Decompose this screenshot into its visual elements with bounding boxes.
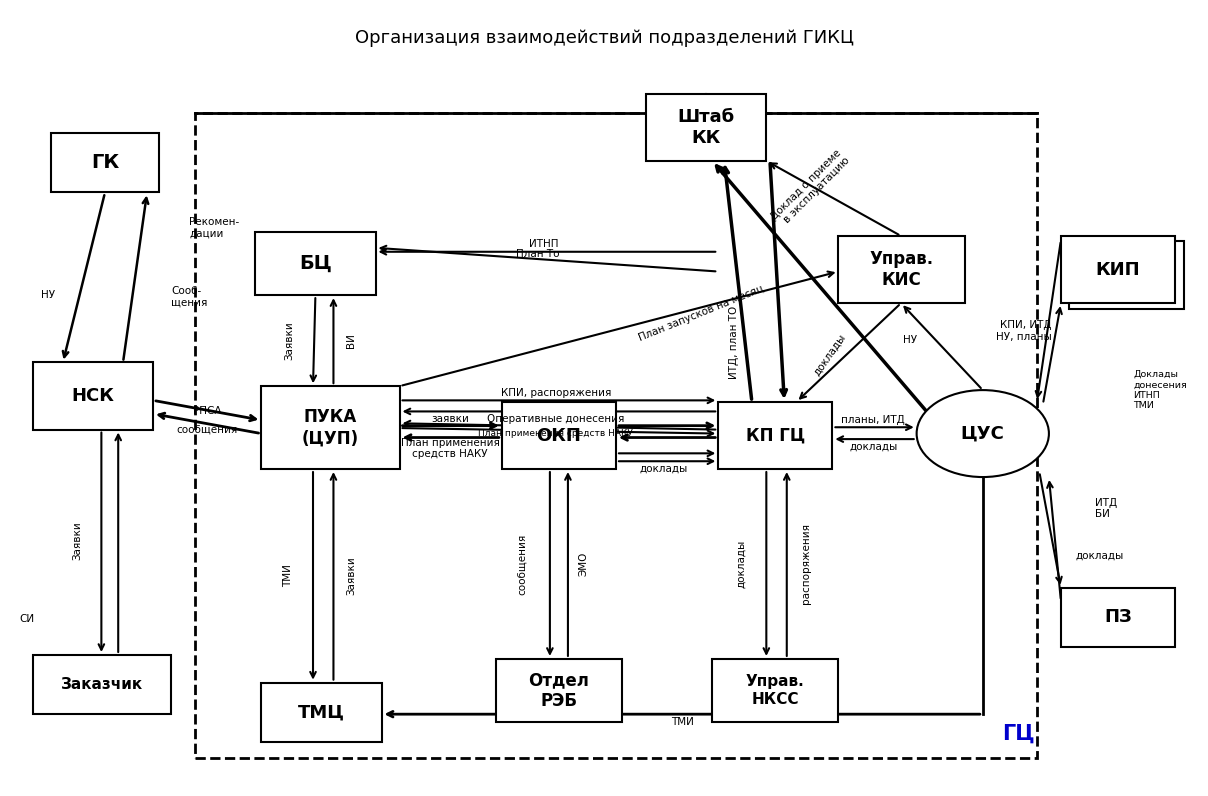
Bar xyxy=(1061,236,1175,303)
Bar xyxy=(713,659,838,722)
Text: ПЗ: ПЗ xyxy=(1104,608,1132,626)
Text: распоряжения: распоряжения xyxy=(801,524,811,604)
Text: Заявки: Заявки xyxy=(347,556,356,595)
Text: КПИ, ИТД
НУ, планы: КПИ, ИТД НУ, планы xyxy=(995,320,1051,341)
Bar xyxy=(501,402,616,469)
Bar xyxy=(495,659,622,722)
Text: доклады: доклады xyxy=(849,442,898,452)
Text: ТМИ: ТМИ xyxy=(670,717,693,727)
Text: НУ: НУ xyxy=(41,291,56,300)
Text: ОКП: ОКП xyxy=(536,427,581,444)
Text: сообщения: сообщения xyxy=(176,424,238,435)
Text: Доклады
донесения
ИТНП
ТМИ: Доклады донесения ИТНП ТМИ xyxy=(1133,370,1186,410)
Bar xyxy=(261,386,400,469)
Text: План То: План То xyxy=(516,249,559,259)
Text: ГК: ГК xyxy=(91,154,120,173)
Text: Организация взаимодействий подразделений ГИКЦ: Организация взаимодействий подразделений… xyxy=(354,29,854,47)
Text: Заявки: Заявки xyxy=(284,321,294,360)
Text: доклады: доклады xyxy=(1075,551,1123,561)
Text: ТМИ: ТМИ xyxy=(283,564,292,587)
Text: ГЦ: ГЦ xyxy=(1003,724,1035,744)
Text: доклады: доклады xyxy=(640,464,689,474)
Text: планы, ИТД: планы, ИТД xyxy=(842,416,905,425)
Text: Управ.
КИС: Управ. КИС xyxy=(870,250,934,289)
Text: КП ГЦ: КП ГЦ xyxy=(745,427,805,444)
Text: ИТД, план ТО: ИТД, план ТО xyxy=(728,306,739,379)
Bar xyxy=(1061,587,1175,647)
Text: ЦУС: ЦУС xyxy=(960,424,1005,443)
Bar xyxy=(1069,241,1184,309)
Bar xyxy=(255,232,376,295)
Bar xyxy=(33,655,172,714)
Bar xyxy=(838,236,965,303)
Text: РПСА: РПСА xyxy=(193,406,221,416)
Text: КПИ, распоряжения: КПИ, распоряжения xyxy=(500,388,611,398)
Text: ПУКА
(ЦУП): ПУКА (ЦУП) xyxy=(302,408,359,447)
Text: ИТНП: ИТНП xyxy=(529,239,558,249)
Bar xyxy=(51,133,159,193)
Text: ИТД
БИ: ИТД БИ xyxy=(1094,498,1116,520)
Text: Доклад о приеме
в эксплуатацию: Доклад о приеме в эксплуатацию xyxy=(769,147,852,230)
Bar xyxy=(261,682,382,742)
Bar xyxy=(646,94,766,161)
Text: План применения
средств НАКУ: План применения средств НАКУ xyxy=(401,438,500,459)
Text: доклады: доклады xyxy=(812,332,848,377)
Text: НСК: НСК xyxy=(71,387,115,405)
Text: Оперативные донесения: Оперативные донесения xyxy=(487,414,625,423)
Text: НУ: НУ xyxy=(902,334,917,345)
Text: План применения средств НАКУ: План применения средств НАКУ xyxy=(478,429,633,438)
Text: Заявки: Заявки xyxy=(72,521,82,560)
Text: ЭМО: ЭМО xyxy=(579,552,588,576)
Text: Сооб-
щения: Сооб- щения xyxy=(172,286,208,307)
Text: Управ.
НКСС: Управ. НКСС xyxy=(747,674,805,707)
Text: ТМЦ: ТМЦ xyxy=(298,703,345,721)
Circle shape xyxy=(917,390,1049,477)
Text: Заказчик: Заказчик xyxy=(60,677,143,692)
Text: План запусков на месяц: План запусков на месяц xyxy=(638,283,766,343)
Text: доклады: доклады xyxy=(736,540,747,588)
Text: Штаб
КК: Штаб КК xyxy=(678,108,734,146)
Bar xyxy=(196,114,1036,758)
Text: Рекомен-
дации: Рекомен- дации xyxy=(190,217,239,239)
Text: заявки: заявки xyxy=(431,414,469,423)
Text: СИ: СИ xyxy=(19,615,34,624)
Bar xyxy=(719,402,832,469)
Text: Отдел
РЭБ: Отдел РЭБ xyxy=(528,671,590,710)
Text: сообщения: сообщения xyxy=(517,533,527,595)
Text: ВИ: ВИ xyxy=(347,333,356,348)
Bar xyxy=(33,362,153,430)
Text: БЦ: БЦ xyxy=(300,254,332,273)
Text: КИП: КИП xyxy=(1096,260,1140,279)
